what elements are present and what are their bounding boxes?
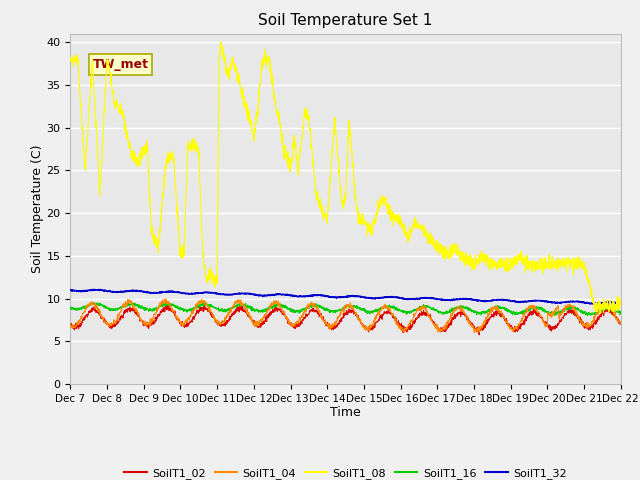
Legend: SoilT1_02, SoilT1_04, SoilT1_08, SoilT1_16, SoilT1_32: SoilT1_02, SoilT1_04, SoilT1_08, SoilT1_… [120,464,572,480]
X-axis label: Time: Time [330,407,361,420]
Title: Soil Temperature Set 1: Soil Temperature Set 1 [259,13,433,28]
Y-axis label: Soil Temperature (C): Soil Temperature (C) [31,144,44,273]
Text: TW_met: TW_met [92,58,148,71]
